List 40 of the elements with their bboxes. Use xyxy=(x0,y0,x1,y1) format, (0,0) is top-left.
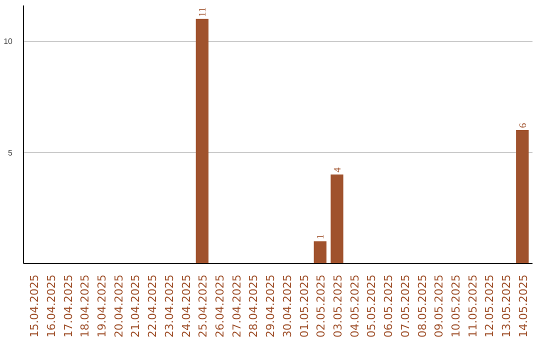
data-label: 11 xyxy=(198,7,209,17)
x-tick-label: 27.04.2025 xyxy=(230,274,244,338)
x-tick-label: 14.05.2025 xyxy=(516,274,530,338)
x-tick-label: 15.04.2025 xyxy=(28,274,42,338)
x-tick-label: 29.04.2025 xyxy=(264,274,278,338)
bar xyxy=(330,174,344,264)
x-tick-label: 17.04.2025 xyxy=(62,274,75,338)
x-tick-label: 18.04.2025 xyxy=(78,274,92,338)
x-tick-label: 22.04.2025 xyxy=(146,274,160,338)
x-tick-label: 03.05.2025 xyxy=(331,274,344,338)
y-tick-label: 5 xyxy=(8,148,14,158)
x-tick-label: 11.05.2025 xyxy=(466,274,480,338)
x-tick-label: 05.05.2025 xyxy=(365,274,378,338)
bar xyxy=(516,130,529,264)
x-tick-label: 16.04.2025 xyxy=(44,274,58,338)
x-tick-label: 07.05.2025 xyxy=(398,274,412,338)
x-tick-label: 28.04.2025 xyxy=(247,274,260,338)
x-tick-label: 02.05.2025 xyxy=(314,274,328,338)
x-tick-label: 04.05.2025 xyxy=(348,274,362,338)
bar xyxy=(196,18,208,264)
x-tick-label: 23.04.2025 xyxy=(162,274,176,338)
x-tick-label: 25.04.2025 xyxy=(196,274,210,338)
x-tick-label: 30.04.2025 xyxy=(280,274,294,338)
data-label: 6 xyxy=(518,123,529,128)
x-tick-label: 19.04.2025 xyxy=(96,274,109,338)
x-tick-label: 20.04.2025 xyxy=(112,274,126,338)
x-tick-label: 08.05.2025 xyxy=(416,274,429,338)
x-tick-label: 24.04.2025 xyxy=(180,274,193,338)
data-label: 4 xyxy=(332,168,344,173)
x-tick-label: 12.05.2025 xyxy=(483,274,496,338)
y-tick-label: 10 xyxy=(4,37,14,46)
data-label: 1 xyxy=(316,234,327,240)
x-tick-label: 13.05.2025 xyxy=(500,274,514,338)
bar xyxy=(314,241,326,264)
x-tick-label: 21.04.2025 xyxy=(129,274,142,338)
x-tick-label: 09.05.2025 xyxy=(432,274,446,338)
x-tick-label: 06.05.2025 xyxy=(382,274,396,338)
x-tick-label: 26.04.2025 xyxy=(214,274,227,338)
x-tick-label: 10.05.2025 xyxy=(449,274,462,338)
x-tick-label: 01.05.2025 xyxy=(298,274,311,338)
